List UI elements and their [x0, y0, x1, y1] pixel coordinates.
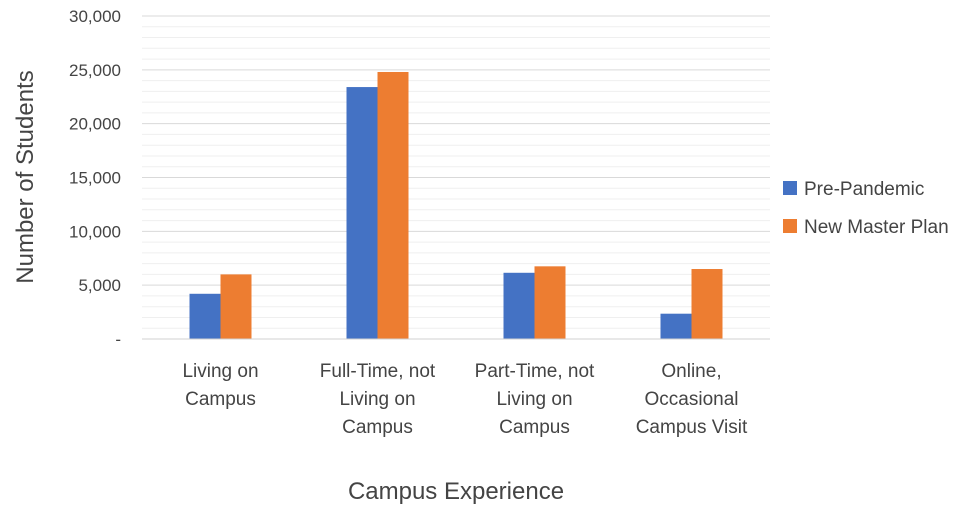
- y-tick-label: 20,000: [69, 115, 121, 134]
- bar-new-master-plan: [220, 274, 252, 339]
- x-tick-label: Online, Occasional Campus Visit: [636, 361, 748, 438]
- x-axis-categories: Living on Campus Full-Time, not Living on Ca…: [182, 361, 748, 438]
- x-tick-label: Full-Time, not Living on Campus: [320, 361, 436, 438]
- x-tick-label: Living on Campus: [182, 361, 258, 410]
- y-axis-ticks: - 5,000 10,000 15,000 20,000 25,000 30,000: [69, 7, 121, 349]
- y-axis-title: Number of Students: [12, 70, 39, 283]
- y-tick-label: 25,000: [69, 61, 121, 80]
- bar-pre-pandemic: [346, 87, 378, 339]
- y-tick-label: 5,000: [78, 276, 121, 295]
- legend: Pre-Pandemic New Master Plan: [783, 179, 949, 238]
- legend-swatch: [783, 181, 797, 195]
- y-tick-label: 10,000: [69, 222, 121, 241]
- y-tick-label: 30,000: [69, 7, 121, 26]
- y-tick-label: -: [115, 330, 121, 349]
- bar-pre-pandemic: [503, 272, 535, 339]
- x-tick-label: Part-Time, not Living on Campus: [475, 361, 595, 438]
- legend-label: New Master Plan: [804, 217, 949, 238]
- bar-new-master-plan: [691, 269, 723, 339]
- x-axis-title: Campus Experience: [348, 478, 564, 505]
- bars: [189, 71, 723, 339]
- bar-pre-pandemic: [189, 293, 221, 339]
- legend-label: Pre-Pandemic: [804, 179, 924, 200]
- bar-new-master-plan: [534, 266, 566, 339]
- y-tick-label: 15,000: [69, 169, 121, 188]
- bar-pre-pandemic: [660, 313, 692, 339]
- bar-new-master-plan: [377, 71, 409, 339]
- legend-swatch: [783, 219, 797, 233]
